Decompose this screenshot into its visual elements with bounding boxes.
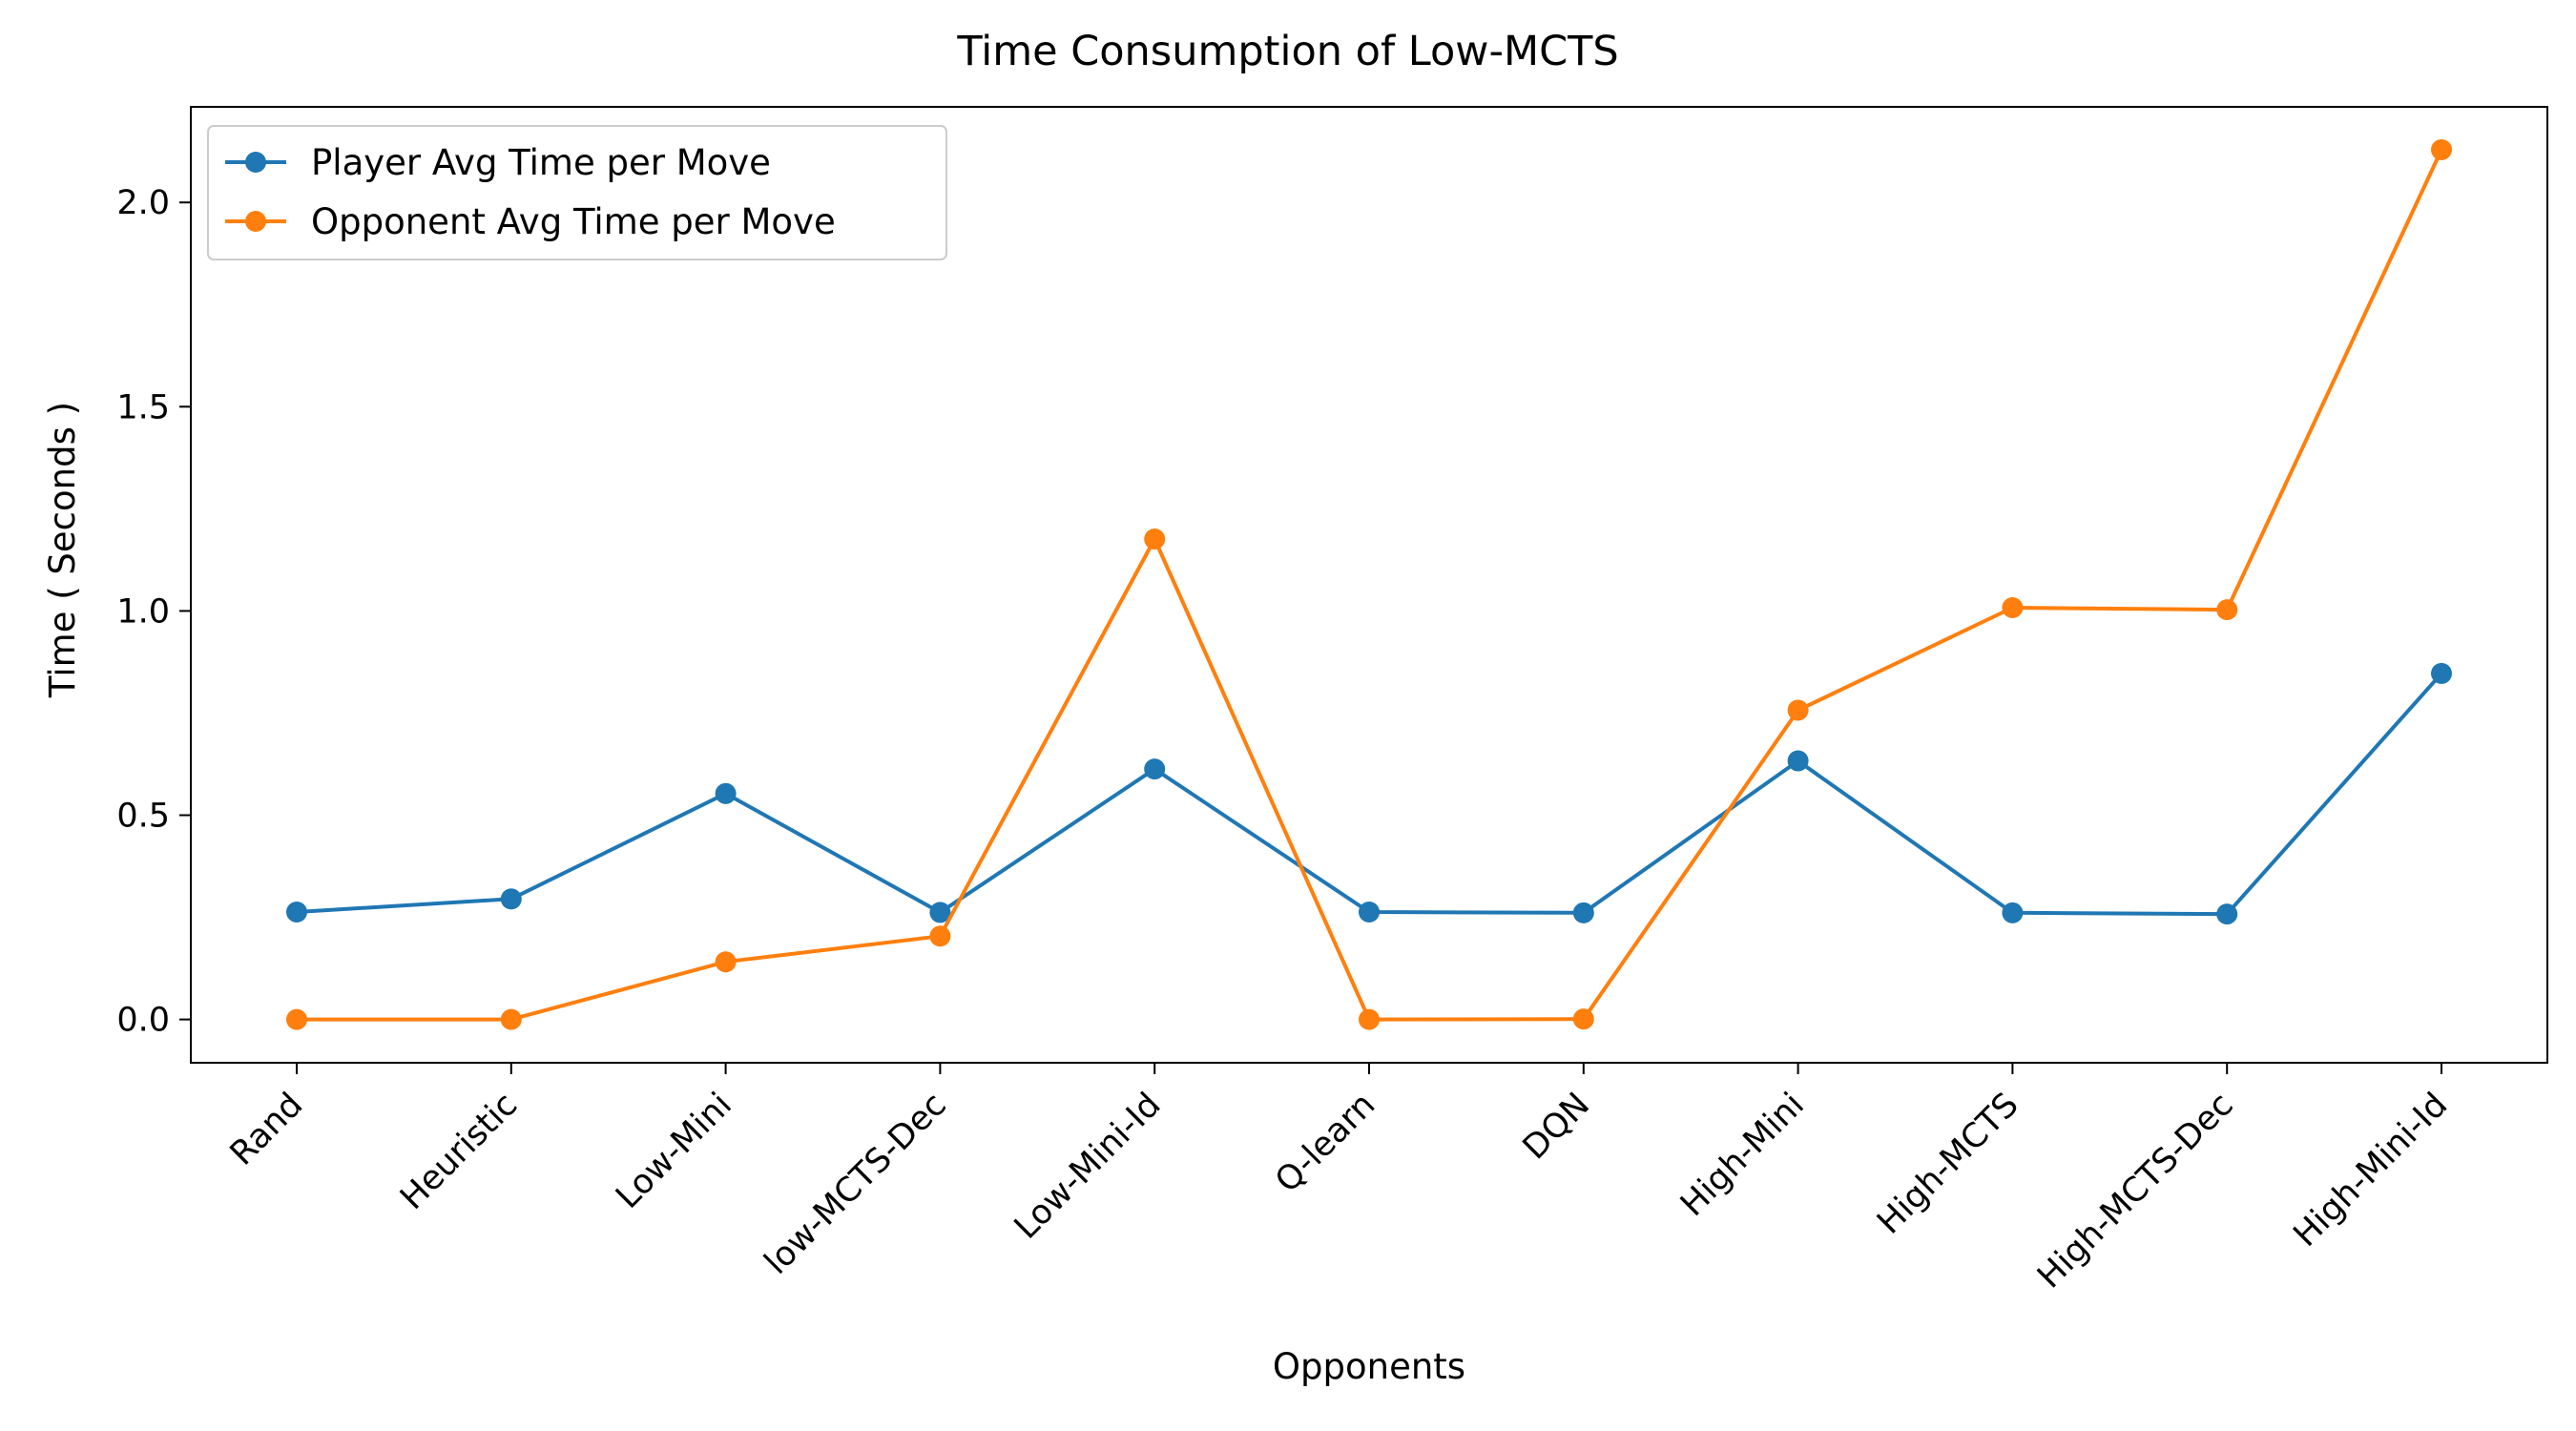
y-tick-label: 1.5	[116, 388, 170, 426]
y-tick-label: 2.0	[116, 184, 170, 222]
data-point	[1787, 750, 1809, 772]
data-point	[1572, 902, 1594, 923]
data-point	[2216, 903, 2238, 925]
x-tick-label: DQN	[1516, 1086, 1597, 1167]
x-tick-label: Heuristic	[393, 1086, 525, 1217]
data-point	[1572, 1008, 1594, 1030]
x-axis-label: Opponents	[1273, 1346, 1465, 1387]
x-tick-label: Q-learn	[1268, 1086, 1382, 1200]
data-point	[286, 1008, 307, 1030]
y-tick-label: 1.0	[116, 592, 170, 631]
data-point	[286, 901, 307, 923]
legend-marker	[245, 152, 266, 173]
x-tick-label: High-Mini-Id	[2287, 1086, 2456, 1255]
series-line-1	[296, 672, 2443, 917]
legend-label: Player Avg Time per Move	[311, 142, 771, 183]
chart-title: Time Consumption of Low-MCTS	[956, 28, 1618, 75]
legend: Player Avg Time per Move Opponent Avg Tim…	[207, 125, 947, 260]
x-tick-label: low-MCTS-Dec	[758, 1086, 954, 1282]
y-tick-label: 0.5	[116, 798, 170, 836]
data-point	[715, 782, 737, 804]
y-axis-label: Time ( Seconds )	[42, 402, 83, 698]
x-tick-label: Rand	[223, 1086, 311, 1173]
data-point	[1787, 699, 1809, 721]
data-point	[2431, 662, 2452, 684]
data-point	[2002, 596, 2024, 618]
data-point	[929, 902, 951, 923]
x-tick-label: High-MCTS-Dec	[2030, 1086, 2240, 1296]
data-point	[500, 1008, 522, 1030]
y-tick-label: 0.0	[116, 1002, 170, 1040]
data-point	[1144, 758, 1166, 780]
data-point	[2002, 902, 2024, 923]
data-point	[1144, 529, 1166, 550]
data-point	[715, 951, 737, 973]
data-point	[500, 888, 522, 910]
x-tick-label: High-MCTS	[1870, 1086, 2026, 1242]
data-point	[2431, 138, 2452, 160]
plot-area: 0.0 0.5 1.0 1.5 2.0 Rand Heuristic Low-Mini low-…	[116, 106, 2548, 1296]
x-tick-label: High-Mini	[1673, 1086, 1812, 1224]
legend-box	[207, 125, 947, 260]
data-point	[1359, 901, 1380, 923]
legend-marker	[245, 211, 266, 232]
x-tick-label: Low-Mini-Id	[1008, 1086, 1169, 1247]
x-tick-label: Low-Mini	[609, 1086, 739, 1216]
legend-label: Opponent Avg Time per Move	[311, 201, 836, 242]
data-point	[929, 925, 951, 947]
data-point	[1359, 1008, 1380, 1030]
data-point	[2216, 599, 2238, 621]
series-line-2	[297, 149, 2443, 1022]
